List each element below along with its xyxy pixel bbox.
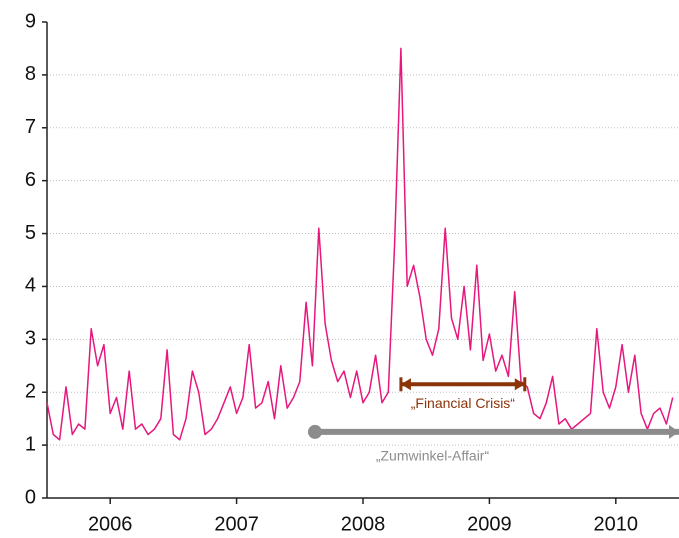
data-line	[46, 47, 674, 441]
y-tick-label: 6	[25, 169, 36, 191]
arrow-head	[400, 378, 411, 391]
arrow-head	[514, 378, 525, 391]
x-tick-label: 2008	[341, 513, 386, 535]
x-tick-label: 2010	[594, 513, 639, 535]
range-start	[307, 424, 322, 439]
x-tick-label: 2009	[467, 513, 512, 535]
y-tick-label: 5	[25, 222, 36, 244]
y-tick-label: 8	[25, 63, 36, 85]
y-tick-label: 1	[25, 433, 36, 455]
y-tick-label: 7	[25, 116, 36, 138]
annotation-label: „Zumwinkel-Affair“	[376, 448, 490, 464]
y-tick-label: 9	[25, 10, 36, 32]
annotation-label: „Financial Crisis“	[411, 395, 516, 411]
y-tick-label: 2	[25, 381, 36, 403]
arrow-head	[669, 424, 679, 439]
x-tick-label: 2007	[214, 513, 259, 535]
y-tick-label: 3	[25, 328, 36, 350]
x-tick-label: 2006	[88, 513, 133, 535]
y-tick-label: 4	[25, 275, 36, 297]
y-tick-label: 0	[25, 486, 36, 508]
